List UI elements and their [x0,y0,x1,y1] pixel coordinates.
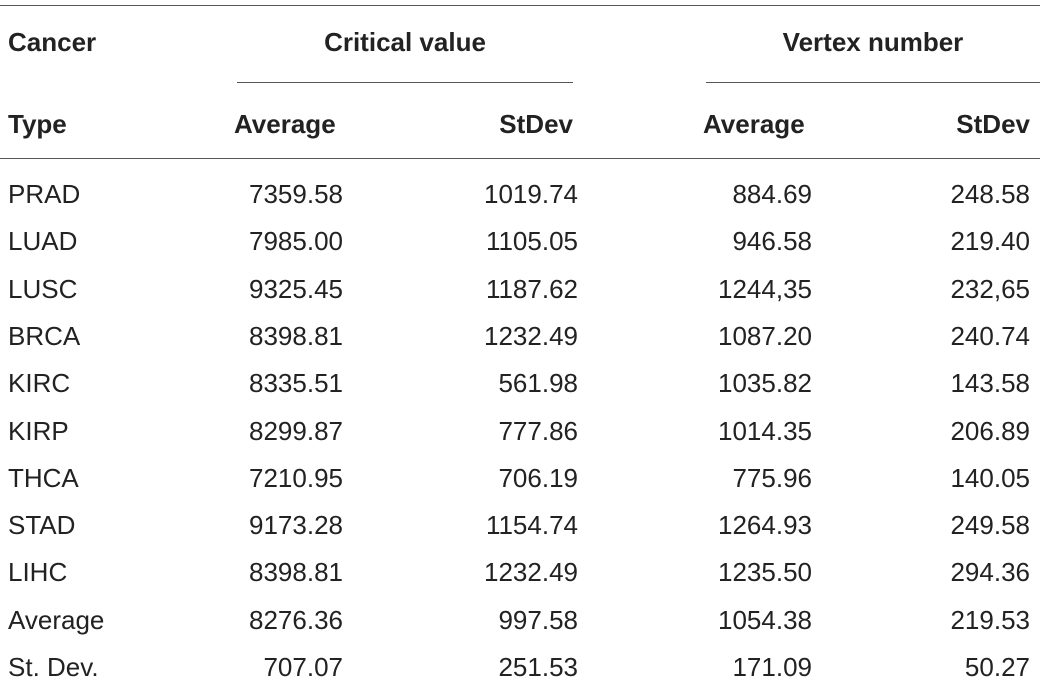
cell-vertex-average: 1014.35 [718,416,812,446]
header-cancer: Cancer [8,27,97,57]
cell-vertex-stdev: 294.36 [950,557,1030,587]
cell-vertex-average: 1264.93 [718,510,812,540]
cell-type: LUAD [8,226,78,256]
cell-vertex-average: 1035.82 [718,368,812,398]
cell-critical-average: 8335.51 [249,368,343,398]
header-cv-average: Average [234,109,336,139]
cell-critical-average: 8299.87 [249,416,343,446]
cell-critical-average: 8276.36 [249,605,343,635]
cell-critical-stdev: 1187.62 [485,274,578,304]
cell-critical-stdev: 777.86 [498,416,578,446]
group-underline-critical-value [237,82,573,83]
cell-critical-average: 7359.58 [249,179,343,209]
cell-type: STAD [8,510,76,540]
cell-vertex-average: 1087.20 [718,321,812,351]
cell-type: PRAD [8,179,81,209]
cell-critical-average: 707.07 [263,652,343,682]
cell-vertex-stdev: 219.53 [950,605,1030,635]
cell-type: LIHC [8,557,68,587]
group-underline-vertex-number [706,82,1040,83]
cell-vertex-average: 171.09 [732,652,812,682]
cell-vertex-stdev: 219.40 [950,226,1030,256]
cell-vertex-stdev: 140.05 [950,463,1030,493]
header-vertex-number: Vertex number [782,27,964,57]
header-critical-value: Critical value [324,27,486,57]
cell-critical-stdev: 561.98 [498,368,578,398]
cell-critical-stdev: 1154.74 [485,510,578,540]
top-rule [0,5,1040,6]
cell-vertex-stdev: 248.58 [950,179,1030,209]
cell-critical-stdev: 997.58 [498,605,578,635]
cell-critical-stdev: 706.19 [498,463,578,493]
cell-vertex-stdev: 232,65 [950,274,1030,304]
cell-type: LUSC [8,274,78,304]
cell-critical-average: 9325.45 [249,274,343,304]
header-vn-stdev: StDev [956,109,1030,139]
cell-vertex-stdev: 50.27 [964,652,1030,682]
cell-type: St. Dev. [8,652,99,682]
cell-type: BRCA [8,321,81,351]
cell-vertex-average: 1054.38 [718,605,812,635]
cell-critical-average: 8398.81 [249,557,343,587]
cell-vertex-stdev: 249.58 [950,510,1030,540]
cell-type: KIRP [8,416,69,446]
cell-critical-stdev: 1232.49 [484,321,578,351]
cell-type: Average [8,605,105,635]
cell-vertex-stdev: 240.74 [950,321,1030,351]
cell-vertex-stdev: 143.58 [950,368,1030,398]
cell-vertex-average: 1235.50 [718,557,812,587]
header-vn-average: Average [703,109,805,139]
cell-vertex-stdev: 206.89 [950,416,1030,446]
cell-vertex-average: 1244,35 [718,274,812,304]
cell-critical-stdev: 1232.49 [484,557,578,587]
cell-vertex-average: 775.96 [732,463,812,493]
cell-type: KIRC [8,368,71,398]
cell-type: THCA [8,463,79,493]
header-type: Type [8,109,67,139]
cell-critical-stdev: 251.53 [498,652,578,682]
header-bottom-rule [0,158,1040,159]
cell-critical-average: 7985.00 [249,226,343,256]
cell-vertex-average: 946.58 [732,226,812,256]
cell-critical-average: 8398.81 [249,321,343,351]
header-cv-stdev: StDev [499,109,573,139]
cell-critical-average: 9173.28 [249,510,343,540]
cell-vertex-average: 884.69 [732,179,812,209]
cell-critical-stdev: 1105.05 [485,226,578,256]
cell-critical-average: 7210.95 [249,463,343,493]
cell-critical-stdev: 1019.74 [484,179,578,209]
